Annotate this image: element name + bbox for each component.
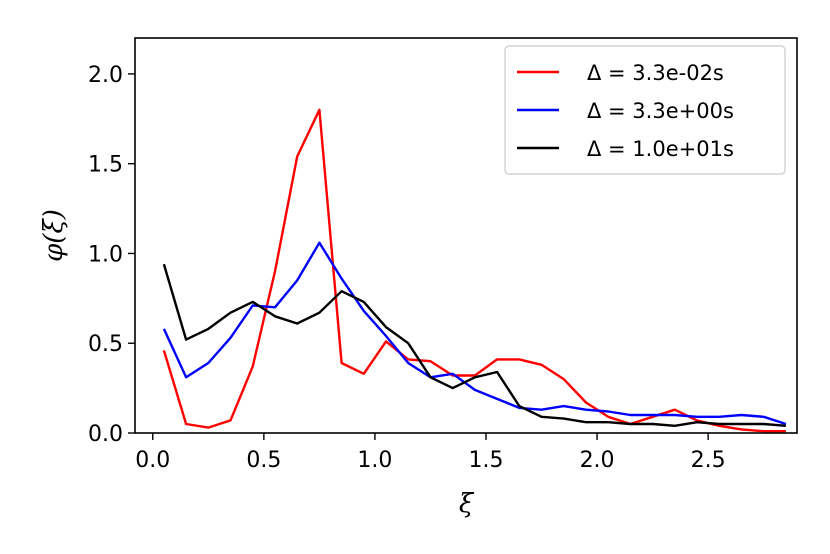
- legend: Δ = 3.3e-02s Δ = 3.3e+00s Δ = 1.0e+01s: [504, 45, 786, 175]
- x-tick-label: 0.0: [135, 448, 170, 473]
- x-axis-ticks: 0.0 0.5 1.0 1.5 2.0 2.5: [135, 433, 726, 473]
- legend-label: Δ = 1.0e+01s: [587, 137, 734, 161]
- legend-box: [504, 45, 786, 175]
- x-tick-label: 0.5: [246, 448, 281, 473]
- y-tick-label: 2.0: [88, 63, 123, 88]
- y-axis-ticks: 0.0 0.5 1.0 1.5 2.0: [88, 63, 135, 447]
- x-tick-label: 1.5: [468, 448, 503, 473]
- plot-frame: [134, 37, 798, 434]
- x-tick-label: 1.0: [357, 448, 392, 473]
- y-tick-label: 1.0: [88, 242, 123, 267]
- y-tick-label: 0.5: [88, 332, 123, 357]
- legend-label: Δ = 3.3e+00s: [587, 99, 734, 123]
- y-tick-label: 1.5: [88, 153, 123, 178]
- series-line-1: [162, 108, 786, 433]
- y-tick-label: 0.0: [88, 422, 123, 447]
- x-tick-label: 2.0: [580, 448, 615, 473]
- series-line-3: [162, 263, 786, 427]
- y-axis-label: φ(ξ): [39, 209, 69, 262]
- series-line-2: [162, 241, 787, 426]
- x-tick-label: 2.5: [691, 448, 726, 473]
- plot-lines: [162, 108, 787, 433]
- legend-label: Δ = 3.3e-02s: [587, 61, 724, 85]
- x-axis-label: ξ: [459, 489, 475, 519]
